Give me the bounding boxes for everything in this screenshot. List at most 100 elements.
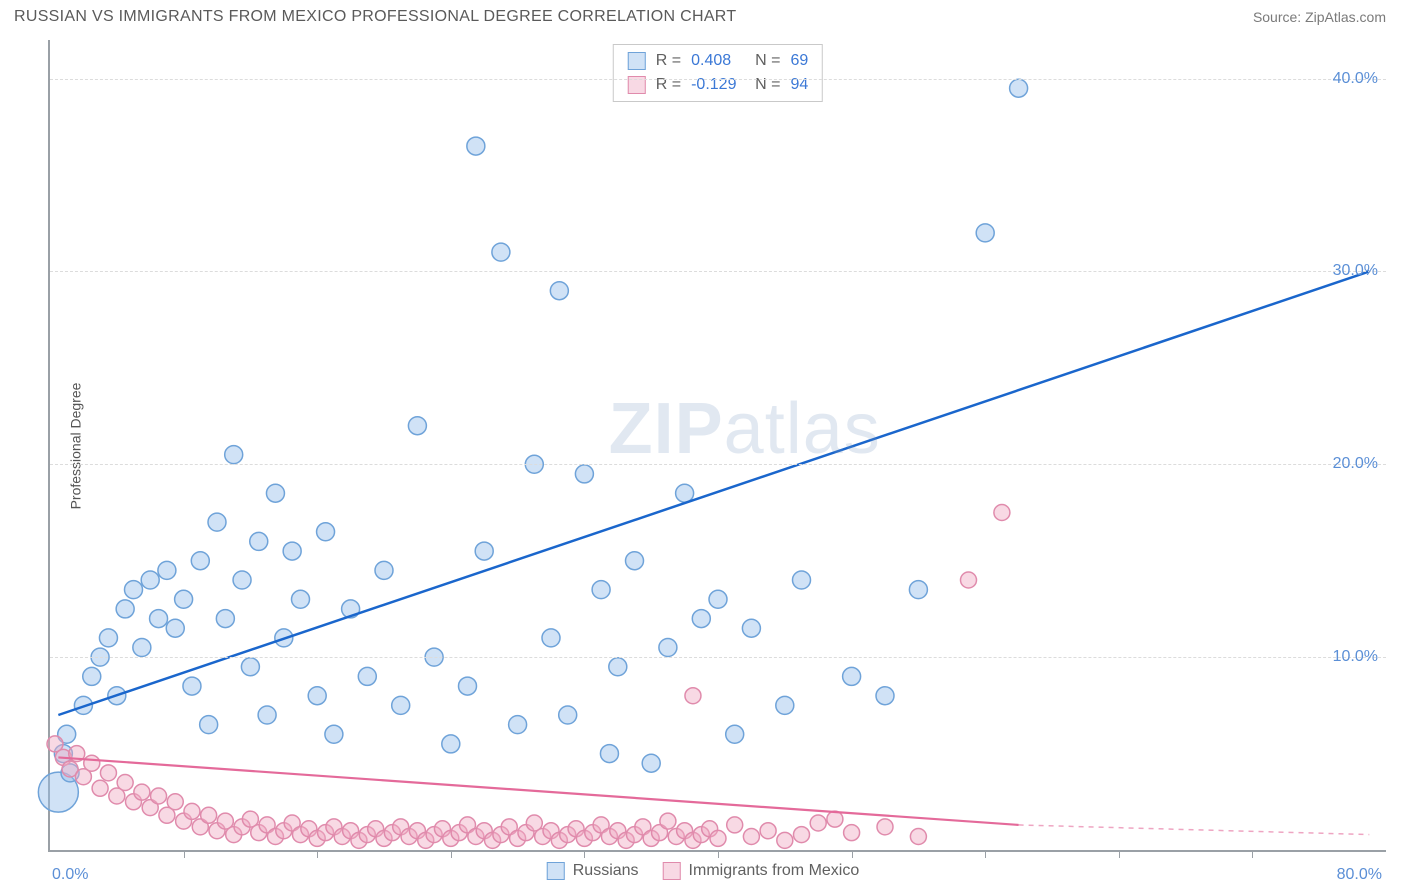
data-point [843,667,861,685]
data-point [727,817,743,833]
y-tick-label: 20.0% [1333,455,1378,473]
legend-r-value-mexico: -0.129 [691,73,745,97]
data-point [158,561,176,579]
data-point [742,619,760,637]
data-point [592,581,610,599]
y-tick-label: 10.0% [1333,648,1378,666]
swatch-mexico-icon [663,862,681,880]
data-point [642,754,660,772]
data-point [292,590,310,608]
data-point [99,629,117,647]
x-axis-origin-label: 0.0% [52,866,88,884]
legend-label-mexico: Immigrants from Mexico [689,862,860,880]
data-point [250,532,268,550]
data-point [760,823,776,839]
data-point [83,667,101,685]
data-point [492,243,510,261]
data-point [743,829,759,845]
data-point [776,696,794,714]
source-attribution: Source: ZipAtlas.com [1253,9,1386,25]
data-point [167,794,183,810]
data-point [184,803,200,819]
data-point [685,688,701,704]
data-point [141,571,159,589]
data-point [1010,79,1028,97]
chart-plot-area: R = 0.408 N = 69 R = -0.129 N = 94 ZIPat… [48,40,1386,852]
data-point [810,815,826,831]
data-point [308,687,326,705]
data-point [216,610,234,628]
data-point [660,813,676,829]
data-point [175,590,193,608]
data-point [117,775,133,791]
data-point [709,590,727,608]
data-point [550,282,568,300]
data-point [467,137,485,155]
data-point [827,811,843,827]
data-point [84,755,100,771]
x-axis-max-label: 80.0% [1337,866,1382,884]
data-point [200,716,218,734]
legend-r-prefix: R = [656,49,681,73]
data-point [266,484,284,502]
data-point [475,542,493,560]
data-point [283,542,301,560]
data-point [726,725,744,743]
data-point [659,639,677,657]
data-point [134,784,150,800]
data-point [233,571,251,589]
data-point [166,619,184,637]
data-point [317,523,335,541]
data-point [375,561,393,579]
data-point [877,819,893,835]
legend-n-prefix: N = [755,73,780,97]
data-point [208,513,226,531]
data-point [777,832,793,848]
data-point [909,581,927,599]
data-point [692,610,710,628]
data-point [542,629,560,647]
data-point [150,610,168,628]
data-point [609,658,627,676]
legend-r-prefix: R = [656,73,681,97]
data-point [241,658,259,676]
scatter-plot-svg [50,40,1386,850]
data-point [600,745,618,763]
data-point [116,600,134,618]
data-point [794,827,810,843]
chart-title: RUSSIAN VS IMMIGRANTS FROM MEXICO PROFES… [14,8,736,26]
legend-n-prefix: N = [755,49,780,73]
data-point [225,446,243,464]
series-legend: Russians Immigrants from Mexico [547,862,860,880]
data-point [92,780,108,796]
data-point [358,667,376,685]
data-point [125,581,143,599]
data-point [793,571,811,589]
trendline-extension [1019,825,1370,835]
data-point [133,639,151,657]
data-point [191,552,209,570]
data-point [710,830,726,846]
data-point [100,765,116,781]
data-point [994,505,1010,521]
legend-n-value-russians: 69 [790,49,808,73]
data-point [151,788,167,804]
legend-label-russians: Russians [573,862,639,880]
y-tick-label: 40.0% [1333,70,1378,88]
swatch-russians-icon [547,862,565,880]
legend-n-value-mexico: 94 [790,73,808,97]
swatch-russians-icon [628,52,646,70]
legend-r-value-russians: 0.408 [691,49,745,73]
data-point [392,696,410,714]
data-point [961,572,977,588]
data-point [258,706,276,724]
data-point [408,417,426,435]
data-point [876,687,894,705]
data-point [459,677,477,695]
data-point [910,829,926,845]
correlation-legend: R = 0.408 N = 69 R = -0.129 N = 94 [613,44,823,102]
data-point [976,224,994,242]
data-point [183,677,201,695]
data-point [559,706,577,724]
data-point [442,735,460,753]
